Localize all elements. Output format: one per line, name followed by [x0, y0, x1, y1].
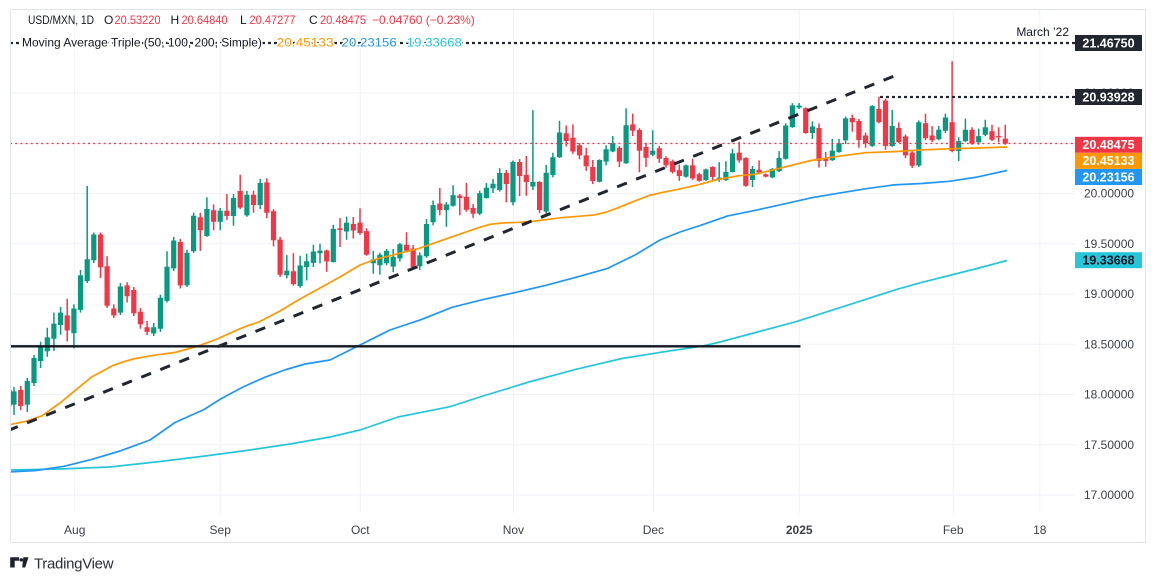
- svg-text:18: 18: [1033, 523, 1047, 537]
- svg-text:20.45133: 20.45133: [1082, 154, 1134, 168]
- svg-text:2025: 2025: [786, 523, 813, 537]
- svg-text:20.48475: 20.48475: [320, 13, 366, 27]
- svg-text:USD/MXN, 1D: USD/MXN, 1D: [28, 13, 94, 27]
- svg-text:19.00000: 19.00000: [1084, 287, 1134, 301]
- svg-text:Moving Average Triple (50, 100: Moving Average Triple (50, 100, 200, Sim…: [22, 36, 262, 50]
- svg-text:March ’22: March ’22: [1016, 25, 1069, 39]
- svg-text:20.53220: 20.53220: [115, 13, 161, 27]
- svg-text:−0.04760 (−0.23%): −0.04760 (−0.23%): [372, 13, 475, 27]
- svg-text:H: H: [171, 13, 180, 27]
- svg-text:20.64840: 20.64840: [182, 13, 228, 27]
- svg-text:20.23156: 20.23156: [342, 36, 397, 50]
- svg-text:20.48475: 20.48475: [1082, 138, 1134, 152]
- svg-text:Dec: Dec: [643, 523, 664, 537]
- svg-text:21.46750: 21.46750: [1082, 36, 1134, 50]
- svg-text:18.00000: 18.00000: [1084, 388, 1134, 402]
- svg-text:19.50000: 19.50000: [1084, 237, 1134, 251]
- svg-text:C: C: [309, 13, 318, 27]
- svg-text:18.50000: 18.50000: [1084, 338, 1134, 352]
- svg-text:Sep: Sep: [210, 523, 232, 537]
- svg-text:20.45133: 20.45133: [277, 36, 334, 50]
- svg-text:L: L: [240, 13, 247, 27]
- svg-text:17.00000: 17.00000: [1084, 488, 1134, 502]
- svg-text:20.00000: 20.00000: [1084, 187, 1134, 201]
- svg-text:Nov: Nov: [503, 523, 524, 537]
- svg-text:17.50000: 17.50000: [1084, 438, 1134, 452]
- svg-text:TradingView: TradingView: [34, 556, 114, 573]
- svg-text:Feb: Feb: [943, 523, 964, 537]
- svg-text:Aug: Aug: [64, 523, 85, 537]
- svg-text:20.47277: 20.47277: [250, 13, 296, 27]
- svg-text:O: O: [104, 13, 113, 27]
- svg-text:20.93928: 20.93928: [1082, 90, 1134, 104]
- svg-text:Oct: Oct: [351, 523, 370, 537]
- svg-text:19.33668: 19.33668: [1082, 254, 1134, 268]
- svg-text:20.23156: 20.23156: [1082, 170, 1134, 184]
- svg-text:19.33668: 19.33668: [407, 36, 462, 50]
